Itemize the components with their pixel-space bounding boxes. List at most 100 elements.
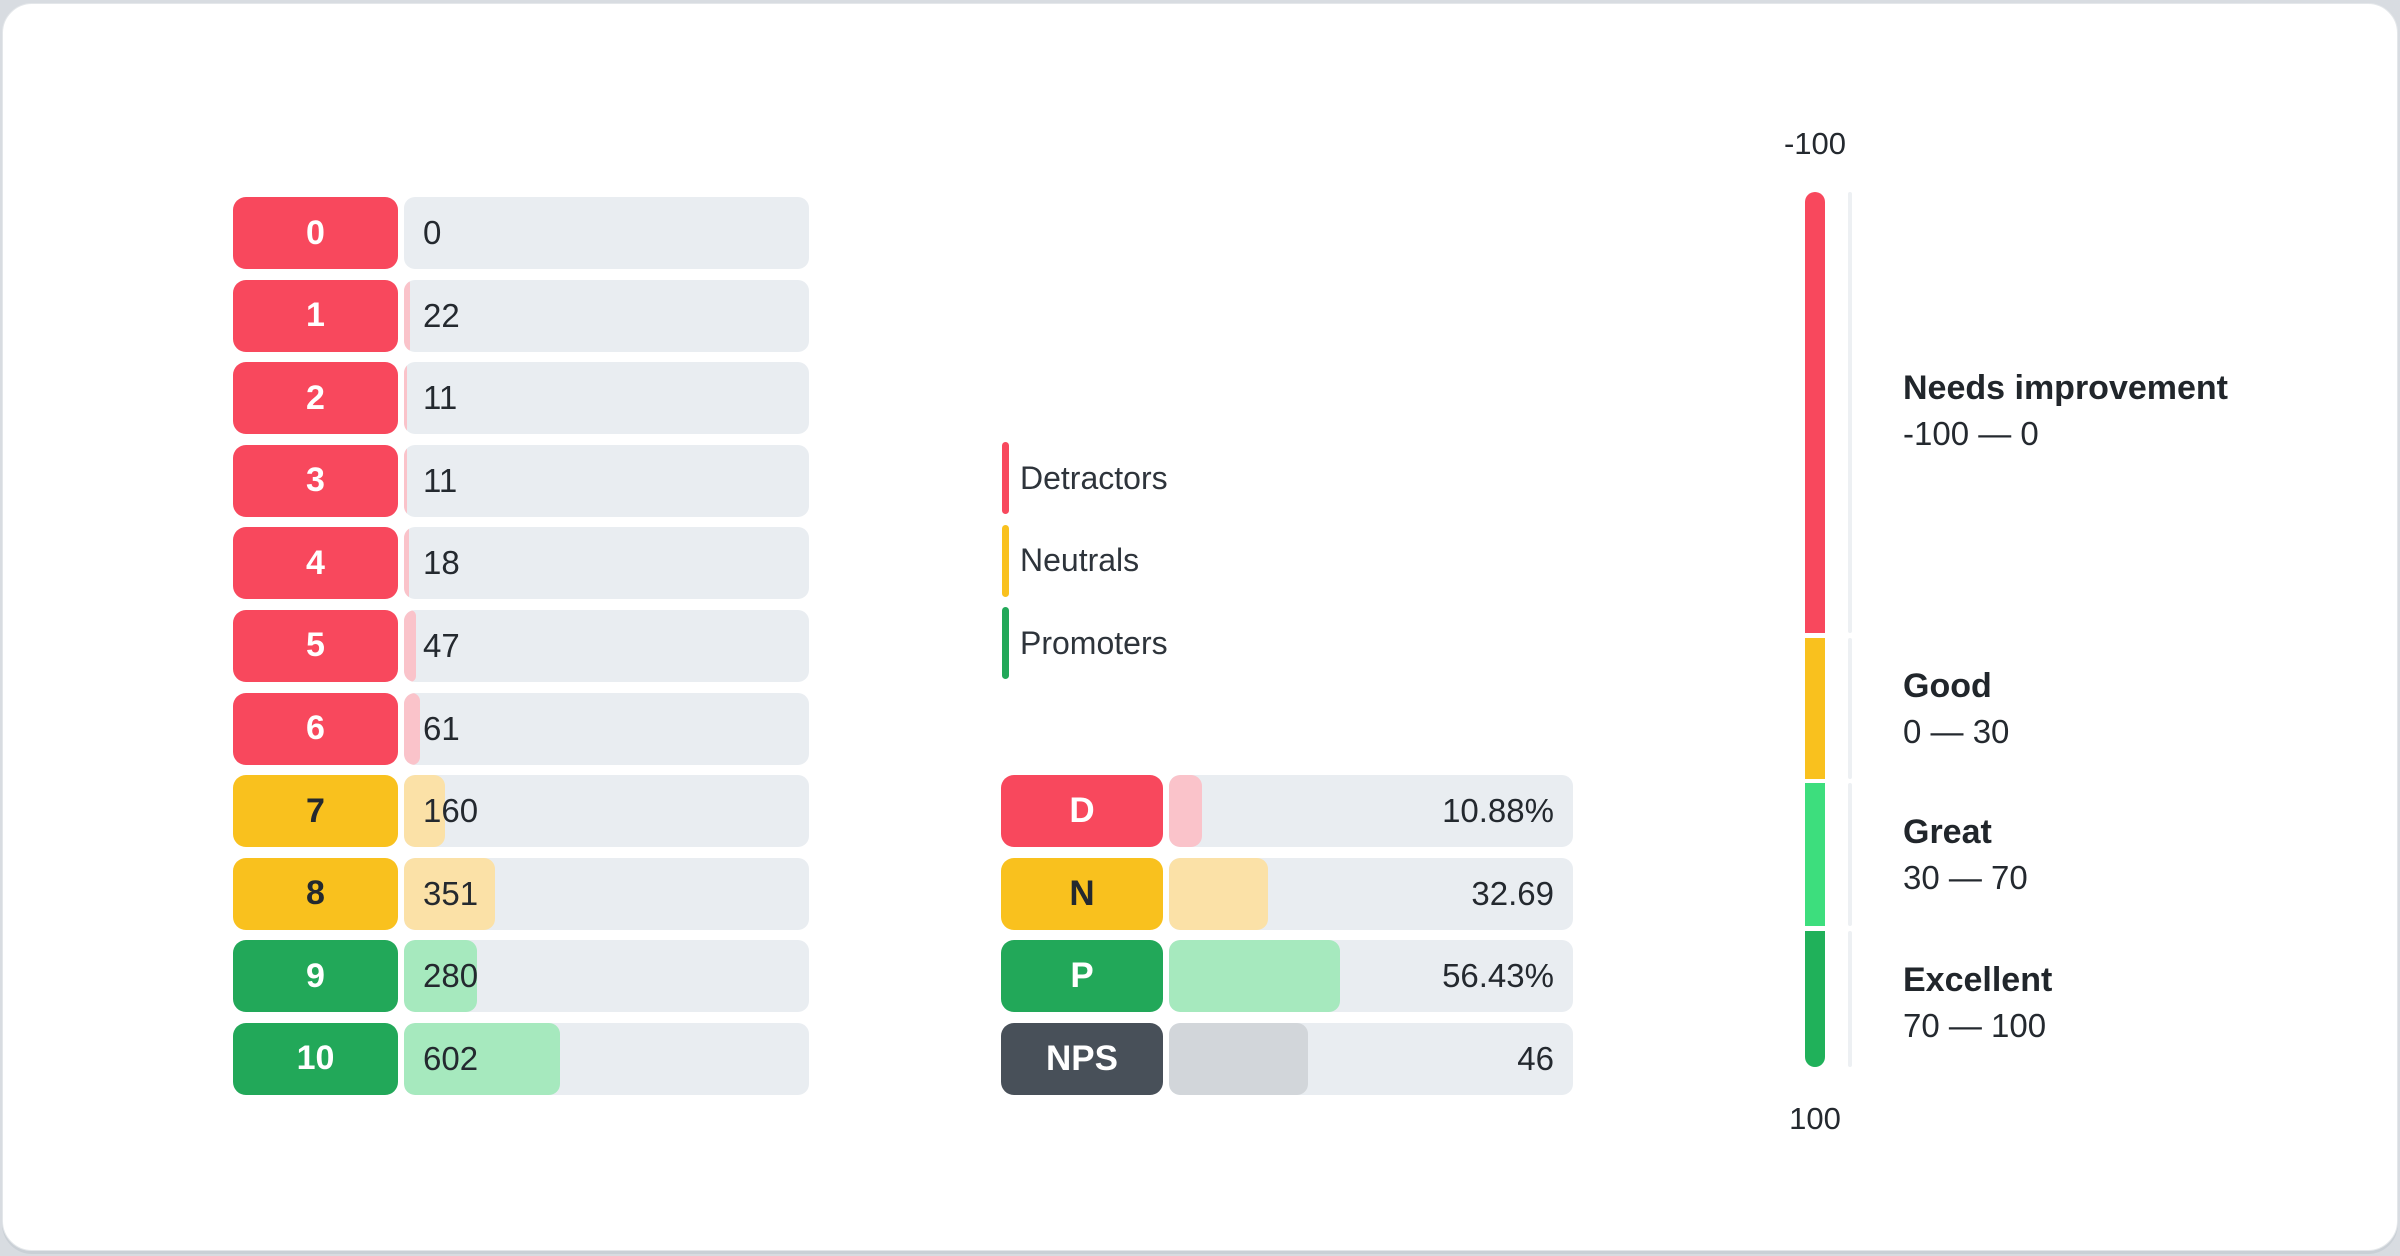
gauge-band-segment bbox=[1805, 637, 1825, 779]
score-row: 10 602 bbox=[233, 1022, 809, 1095]
summary-badge: NPS bbox=[1001, 1022, 1163, 1095]
score-fill bbox=[404, 527, 409, 600]
summary-badge: P bbox=[1001, 940, 1163, 1013]
gauge-band-name: Needs improvement bbox=[1903, 369, 2228, 407]
score-count: 61 bbox=[423, 709, 460, 747]
summary-value: 46 bbox=[1517, 1039, 1554, 1077]
score-count: 160 bbox=[423, 792, 479, 830]
summary-badge: D bbox=[1001, 775, 1163, 847]
gauge-min-tick: 100 bbox=[1789, 1101, 1841, 1136]
score-track: 0 bbox=[404, 197, 809, 269]
score-track: 11 bbox=[404, 362, 809, 435]
score-track: 18 bbox=[404, 527, 809, 600]
score-count: 351 bbox=[423, 874, 479, 912]
score-row: 7 160 bbox=[233, 775, 809, 848]
score-fill bbox=[404, 279, 410, 352]
summary-track: 46 bbox=[1169, 1022, 1573, 1095]
score-count: 602 bbox=[423, 1039, 479, 1077]
gauge-band-range: 70 — 100 bbox=[1903, 1007, 2047, 1044]
gauge-bar bbox=[1805, 192, 1825, 1068]
gauge-band-label-group: Needs improvement -100 — 0 bbox=[1903, 368, 2228, 454]
legend-color-pill bbox=[1002, 442, 1009, 514]
score-track: 47 bbox=[404, 609, 809, 682]
gauge-band-label-group: Excellent 70 — 100 bbox=[1903, 960, 2052, 1046]
score-badge: 3 bbox=[233, 444, 398, 517]
score-row: 1 22 bbox=[233, 279, 809, 352]
legend-item: Neutrals bbox=[1002, 524, 1168, 597]
summary-badge: N bbox=[1001, 857, 1163, 930]
gauge-band-name: Excellent bbox=[1903, 961, 2053, 999]
legend-label: Detractors bbox=[1020, 459, 1168, 496]
summary-fill bbox=[1169, 1022, 1309, 1095]
summary-value: 56.43% bbox=[1442, 957, 1554, 995]
gauge-band-label-group: Good 0 — 30 bbox=[1903, 666, 2009, 752]
score-row: 2 11 bbox=[233, 362, 809, 435]
gauge-band-range: 0 — 30 bbox=[1903, 713, 2010, 750]
score-badge: 7 bbox=[233, 775, 398, 848]
score-track: 160 bbox=[404, 775, 809, 848]
score-fill bbox=[404, 444, 407, 517]
score-row: 4 18 bbox=[233, 527, 809, 600]
score-count: 22 bbox=[423, 296, 460, 334]
score-badge: 6 bbox=[233, 692, 398, 765]
legend-color-pill bbox=[1002, 524, 1009, 597]
score-count: 18 bbox=[423, 544, 460, 582]
score-fill bbox=[404, 609, 417, 682]
score-distribution-chart: 0 0 1 22 2 11 3 11 4 18 5 47 bbox=[233, 197, 809, 1095]
score-track: 280 bbox=[404, 940, 809, 1013]
score-row: 9 280 bbox=[233, 940, 809, 1013]
gauge-band-segment bbox=[1805, 192, 1825, 633]
nps-summary-chart: D 10.88% N 32.69 P 56.43% NPS 46 bbox=[1001, 775, 1573, 1095]
score-row: 0 0 bbox=[233, 197, 809, 269]
score-count: 47 bbox=[423, 626, 460, 664]
score-fill bbox=[404, 857, 495, 930]
summary-fill bbox=[1169, 775, 1202, 847]
summary-row: N 32.69 bbox=[1001, 857, 1573, 930]
score-badge: 8 bbox=[233, 857, 398, 930]
score-fill bbox=[404, 692, 420, 765]
legend-item: Detractors bbox=[1002, 442, 1168, 514]
score-track: 602 bbox=[404, 1022, 809, 1095]
score-count: 11 bbox=[423, 379, 458, 417]
score-fill bbox=[404, 775, 446, 848]
score-count: 0 bbox=[423, 214, 442, 251]
score-count: 11 bbox=[423, 461, 458, 499]
legend: Detractors Neutrals Promoters bbox=[1002, 442, 1168, 680]
score-badge: 9 bbox=[233, 940, 398, 1013]
score-badge: 5 bbox=[233, 609, 398, 682]
summary-row: D 10.88% bbox=[1001, 775, 1573, 847]
summary-fill bbox=[1169, 857, 1269, 930]
score-count: 280 bbox=[423, 957, 479, 995]
gauge-band-range: 30 — 70 bbox=[1903, 859, 2028, 896]
score-row: 5 47 bbox=[233, 609, 809, 682]
score-fill bbox=[404, 1022, 560, 1095]
legend-color-pill bbox=[1002, 607, 1009, 680]
score-fill bbox=[404, 362, 407, 435]
nps-dashboard-card: 0 0 1 22 2 11 3 11 4 18 5 47 bbox=[2, 3, 2398, 1251]
gauge-axis-segment bbox=[1848, 192, 1852, 633]
score-row: 6 61 bbox=[233, 692, 809, 765]
legend-label: Promoters bbox=[1020, 624, 1168, 661]
gauge-axis-line bbox=[1848, 192, 1852, 1068]
score-badge: 0 bbox=[233, 197, 398, 269]
score-track: 351 bbox=[404, 857, 809, 930]
legend-item: Promoters bbox=[1002, 607, 1168, 680]
gauge-axis-segment bbox=[1848, 637, 1852, 779]
score-track: 22 bbox=[404, 279, 809, 352]
summary-fill bbox=[1169, 940, 1340, 1013]
gauge-band-name: Great bbox=[1903, 813, 1992, 851]
score-row: 8 351 bbox=[233, 857, 809, 930]
score-track: 11 bbox=[404, 444, 809, 517]
gauge-max-tick: -100 bbox=[1783, 126, 1847, 161]
gauge-axis-segment bbox=[1848, 783, 1852, 927]
score-badge: 10 bbox=[233, 1022, 398, 1095]
score-fill bbox=[404, 940, 477, 1013]
gauge-band-segment bbox=[1805, 931, 1825, 1068]
gauge-band-label-group: Great 30 — 70 bbox=[1903, 812, 2028, 898]
summary-track: 10.88% bbox=[1169, 775, 1573, 847]
summary-track: 32.69 bbox=[1169, 857, 1573, 930]
score-badge: 2 bbox=[233, 362, 398, 435]
gauge-band-name: Good bbox=[1903, 667, 1992, 705]
summary-row: P 56.43% bbox=[1001, 940, 1573, 1013]
legend-label: Neutrals bbox=[1020, 542, 1140, 579]
